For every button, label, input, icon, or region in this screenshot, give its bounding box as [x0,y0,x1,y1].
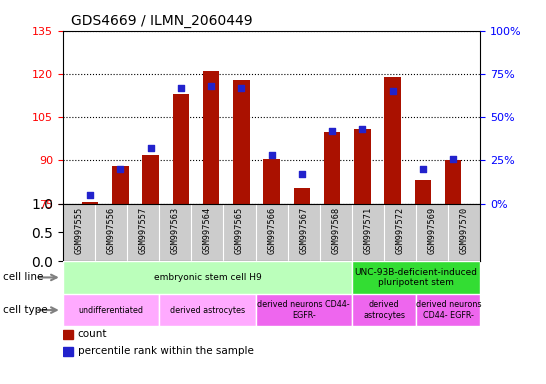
Point [268,152,276,158]
Text: GSM997564: GSM997564 [203,207,212,254]
Bar [82,202,98,204]
Text: GSM997563: GSM997563 [171,207,180,254]
Bar [159,294,256,326]
Bar [63,294,159,326]
Text: derived astrocytes: derived astrocytes [170,306,245,314]
Text: derived neurons CD44-
EGFR-: derived neurons CD44- EGFR- [258,300,350,320]
Bar [352,294,416,326]
Point [207,83,216,89]
Bar [352,261,480,294]
Bar [63,261,352,294]
Point [419,166,428,172]
Text: embryonic stem cell H9: embryonic stem cell H9 [153,273,261,282]
Bar [294,188,310,204]
Bar [233,79,250,204]
Text: GSM997557: GSM997557 [139,207,147,254]
Text: GSM997566: GSM997566 [267,207,276,254]
Text: percentile rank within the sample: percentile rank within the sample [78,346,254,356]
Bar [416,294,480,326]
Text: GSM997567: GSM997567 [299,207,308,254]
Bar [445,161,461,204]
Text: derived
astrocytes: derived astrocytes [363,300,405,320]
Text: GSM997570: GSM997570 [460,207,469,254]
Text: derived neurons
CD44- EGFR-: derived neurons CD44- EGFR- [416,300,481,320]
Bar [324,131,341,204]
Text: GSM997555: GSM997555 [74,207,84,254]
Bar [354,129,371,204]
Text: cell type: cell type [3,305,48,315]
Text: GSM997571: GSM997571 [364,207,372,254]
Point [176,84,185,91]
Point [298,171,306,177]
Point [388,88,397,94]
Text: GSM997568: GSM997568 [331,207,340,254]
Point [86,192,94,198]
Bar [256,294,352,326]
Text: cell line: cell line [3,272,43,283]
Text: count: count [78,329,108,339]
Point [146,145,155,151]
Point [449,156,458,162]
Bar [63,329,73,339]
Bar [173,94,189,204]
Text: undifferentiated: undifferentiated [79,306,144,314]
Bar [63,347,73,356]
Text: GSM997556: GSM997556 [106,207,116,254]
Text: GSM997572: GSM997572 [396,207,405,254]
Bar [143,155,159,204]
Text: GDS4669 / ILMN_2060449: GDS4669 / ILMN_2060449 [71,14,253,28]
Point [116,166,124,172]
Bar [112,166,129,204]
Bar [414,180,431,204]
Point [358,126,367,132]
Point [237,84,246,91]
Text: GSM997565: GSM997565 [235,207,244,254]
Point [328,128,336,134]
Bar [203,71,219,204]
Bar [384,77,401,204]
Bar [263,159,280,204]
Text: GSM997569: GSM997569 [428,207,437,254]
Text: UNC-93B-deficient-induced
pluripotent stem: UNC-93B-deficient-induced pluripotent st… [355,268,478,287]
